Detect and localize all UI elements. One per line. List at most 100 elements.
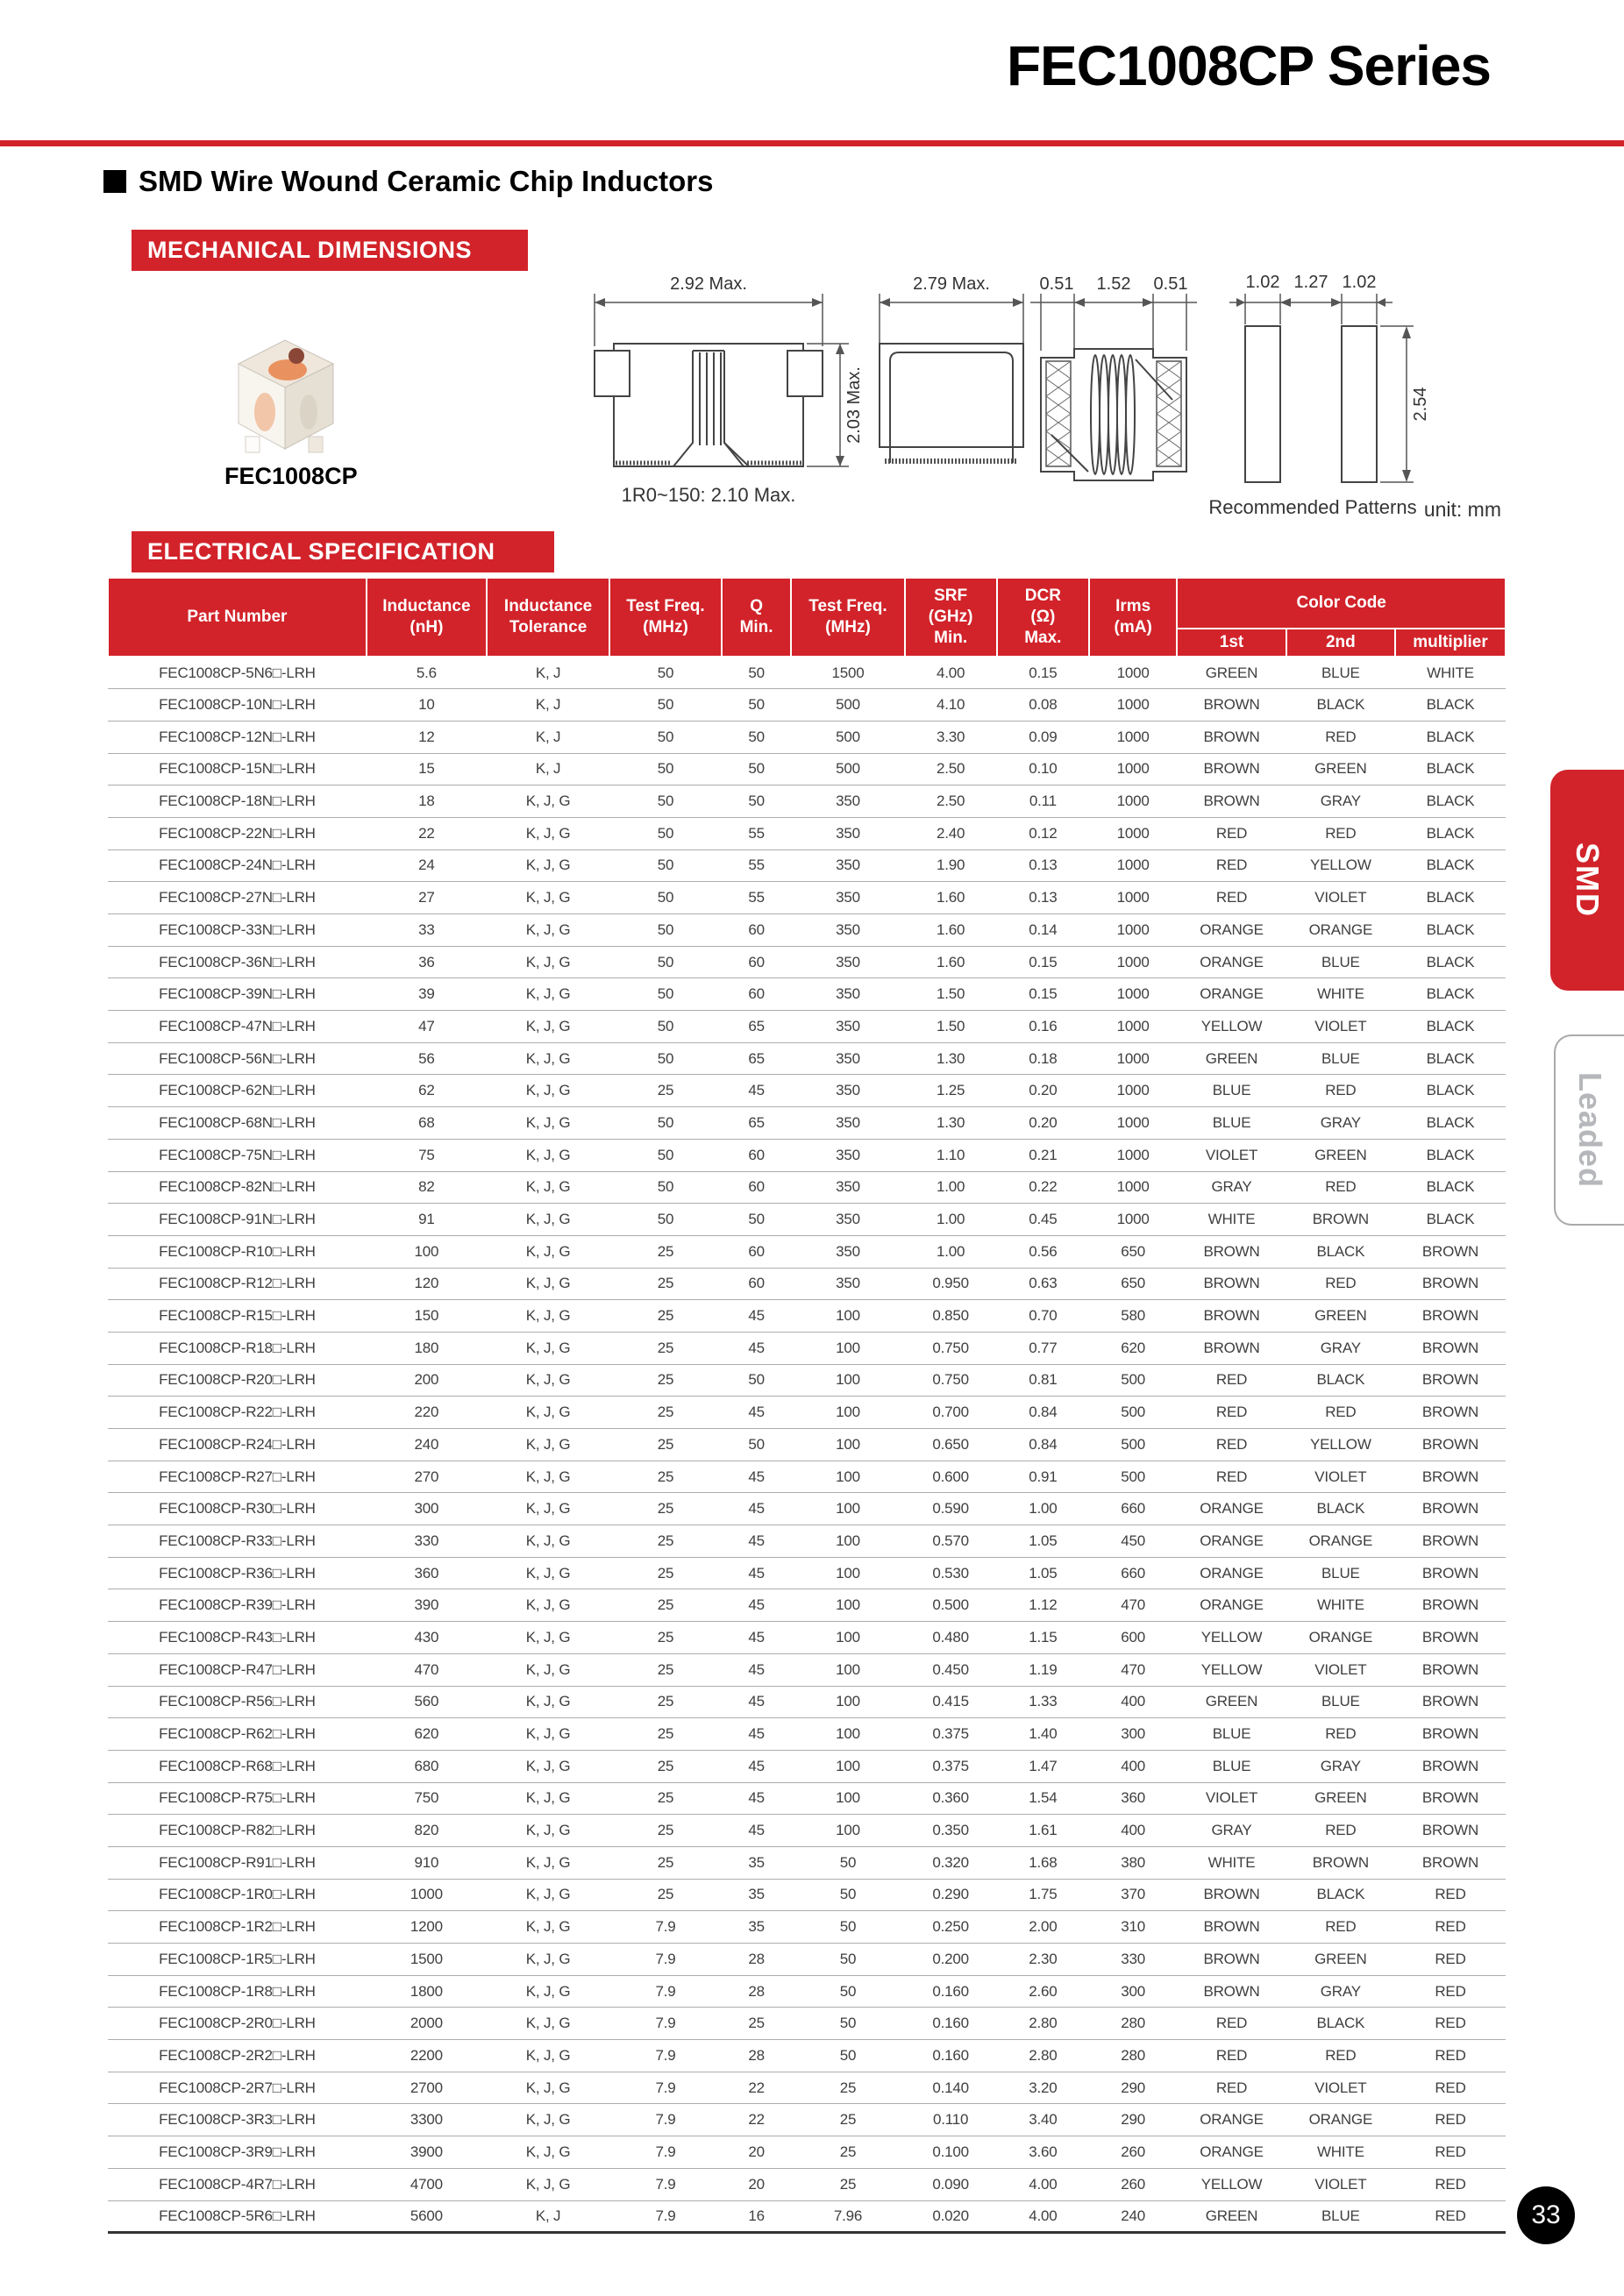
cell-q-min: 50: [721, 1364, 792, 1397]
cell-tolerance: K, J, G: [486, 2007, 610, 2041]
table-row: FEC1008CP-R15□-LRH 150 K, J, G 25 45 100 0.850…: [108, 1299, 1506, 1333]
cell-inductance-nh: 56: [366, 1042, 487, 1076]
cell-color-1st: RED: [1177, 1396, 1286, 1429]
cell-test-freq2-mhz: 100: [791, 1299, 905, 1333]
cell-irms-ma: 330: [1088, 1943, 1178, 1976]
cell-dcr-ohm-max: 0.20: [996, 1106, 1089, 1140]
cell-irms-ma: 260: [1088, 2168, 1178, 2201]
table-row: FEC1008CP-R10□-LRH 100 K, J, G 25 60 350 1.00 0…: [108, 1235, 1506, 1269]
cell-color-2nd: GRAY: [1286, 1750, 1396, 1783]
cell-part-number: FEC1008CP-27N□-LRH: [108, 881, 367, 914]
cell-color-2nd: ORANGE: [1286, 1525, 1396, 1558]
table-row: FEC1008CP-39N□-LRH 39 K, J, G 50 60 350 1.50 0.…: [108, 977, 1506, 1012]
cell-part-number: FEC1008CP-33N□-LRH: [108, 913, 367, 947]
cell-tolerance: K, J, G: [486, 1428, 610, 1461]
cell-color-2nd: BLUE: [1286, 946, 1396, 979]
page-title: FEC1008CP Series: [1006, 34, 1492, 97]
col-header-inductance: Inductance (nH): [365, 577, 488, 658]
cell-dcr-ohm-max: 0.18: [996, 1042, 1089, 1076]
cell-inductance-nh: 330: [366, 1525, 487, 1558]
cell-test-freq-mhz: 7.9: [609, 2103, 722, 2137]
cell-part-number: FEC1008CP-36N□-LRH: [108, 946, 367, 979]
table-row: FEC1008CP-R33□-LRH 330 K, J, G 25 45 100 0.570…: [108, 1525, 1506, 1558]
cell-q-min: 50: [721, 753, 792, 786]
cell-color-2nd: RED: [1286, 1171, 1396, 1205]
cell-test-freq2-mhz: 100: [791, 1364, 905, 1397]
cell-part-number: FEC1008CP-1R0□-LRH: [108, 1879, 367, 1912]
svg-text:Recommended Patterns: Recommended Patterns: [1208, 496, 1416, 518]
cell-inductance-nh: 180: [366, 1332, 487, 1365]
col-header-srf: SRF (GHz) Min.: [903, 577, 998, 658]
cell-test-freq-mhz: 25: [609, 1653, 722, 1687]
cell-test-freq2-mhz: 100: [791, 1750, 905, 1783]
cell-color-2nd: GRAY: [1286, 785, 1396, 818]
table-row: FEC1008CP-R68□-LRH 680 K, J, G 25 45 100 0.375…: [108, 1750, 1506, 1783]
cell-srf-ghz-min: 0.375: [904, 1717, 997, 1751]
cell-part-number: FEC1008CP-R62□-LRH: [108, 1717, 367, 1751]
spec-table-body: FEC1008CP-5N6□-LRH 5.6 K, J 50 50 1500 4.00 0.1…: [108, 657, 1506, 2235]
cell-test-freq2-mhz: 50: [791, 1846, 905, 1880]
cell-irms-ma: 400: [1088, 1750, 1178, 1783]
cell-test-freq2-mhz: 350: [791, 881, 905, 914]
cell-test-freq-mhz: 25: [609, 1525, 722, 1558]
cell-part-number: FEC1008CP-R18□-LRH: [108, 1332, 367, 1365]
cell-color-2nd: ORANGE: [1286, 913, 1396, 947]
cell-dcr-ohm-max: 2.80: [996, 2007, 1089, 2041]
cell-color-1st: BROWN: [1177, 1975, 1286, 2008]
cell-color-1st: BLUE: [1177, 1074, 1286, 1108]
cell-tolerance: K, J, G: [486, 1653, 610, 1687]
cell-irms-ma: 1000: [1088, 753, 1178, 786]
side-tab-leaded[interactable]: Leaded: [1554, 1034, 1624, 1226]
cell-test-freq-mhz: 25: [609, 1879, 722, 1912]
table-row: FEC1008CP-R20□-LRH 200 K, J, G 25 50 100 0.750…: [108, 1364, 1506, 1397]
cell-q-min: 35: [721, 1846, 792, 1880]
cell-irms-ma: 1000: [1088, 881, 1178, 914]
cell-srf-ghz-min: 0.700: [904, 1396, 997, 1429]
cell-test-freq-mhz: 7.9: [609, 1943, 722, 1976]
cell-tolerance: K, J, G: [486, 2168, 610, 2201]
cell-test-freq-mhz: 25: [609, 1428, 722, 1461]
cell-color-multiplier: RED: [1395, 2039, 1506, 2072]
cell-color-1st: RED: [1177, 849, 1286, 883]
cell-color-multiplier: BROWN: [1395, 1396, 1506, 1429]
table-row: FEC1008CP-1R0□-LRH 1000 K, J, G 25 35 50 0.290…: [108, 1879, 1506, 1912]
table-row: FEC1008CP-R39□-LRH 390 K, J, G 25 45 100 0.500…: [108, 1589, 1506, 1623]
cell-test-freq-mhz: 50: [609, 1106, 722, 1140]
col-header-dcr: DCR (Ω) Max.: [995, 577, 1090, 658]
cell-dcr-ohm-max: 0.11: [996, 785, 1089, 818]
table-row: FEC1008CP-3R3□-LRH 3300 K, J, G 7.9 22 25 0.11…: [108, 2103, 1506, 2137]
side-tab-smd[interactable]: SMD: [1550, 770, 1624, 991]
cell-srf-ghz-min: 0.650: [904, 1428, 997, 1461]
cell-part-number: FEC1008CP-R10□-LRH: [108, 1235, 367, 1269]
cell-test-freq-mhz: 50: [609, 688, 722, 721]
table-row: FEC1008CP-5N6□-LRH 5.6 K, J 50 50 1500 4.00 0.1…: [108, 657, 1506, 690]
cell-inductance-nh: 10: [366, 688, 487, 721]
cell-color-2nd: VIOLET: [1286, 2168, 1396, 2201]
cell-srf-ghz-min: 2.50: [904, 785, 997, 818]
mechanical-dimensions-section: FEC1008CP 2.92 Max.: [0, 263, 1624, 535]
cell-test-freq-mhz: 50: [609, 881, 722, 914]
cell-test-freq-mhz: 7.9: [609, 2072, 722, 2105]
cell-test-freq-mhz: 25: [609, 1782, 722, 1816]
cell-color-2nd: RED: [1286, 2039, 1396, 2072]
cell-color-1st: YELLOW: [1177, 1621, 1286, 1654]
cell-color-1st: RED: [1177, 2072, 1286, 2105]
cell-color-2nd: GRAY: [1286, 1106, 1396, 1140]
cell-color-multiplier: BROWN: [1395, 1492, 1506, 1526]
cell-color-multiplier: BLACK: [1395, 913, 1506, 947]
cell-irms-ma: 1000: [1088, 817, 1178, 850]
cell-tolerance: K, J, G: [486, 1910, 610, 1944]
cell-color-2nd: VIOLET: [1286, 1461, 1396, 1494]
cell-q-min: 45: [721, 1686, 792, 1719]
cell-test-freq2-mhz: 50: [791, 1975, 905, 2008]
cell-dcr-ohm-max: 0.13: [996, 849, 1089, 883]
cell-tolerance: K, J, G: [486, 1203, 610, 1236]
cell-dcr-ohm-max: 0.16: [996, 1010, 1089, 1043]
cell-test-freq2-mhz: 100: [791, 1653, 905, 1687]
cell-irms-ma: 600: [1088, 1621, 1178, 1654]
cell-test-freq-mhz: 25: [609, 1750, 722, 1783]
cell-q-min: 28: [721, 2039, 792, 2072]
cell-color-multiplier: BLACK: [1395, 721, 1506, 754]
cell-color-multiplier: WHITE: [1395, 657, 1506, 690]
cell-test-freq2-mhz: 500: [791, 753, 905, 786]
